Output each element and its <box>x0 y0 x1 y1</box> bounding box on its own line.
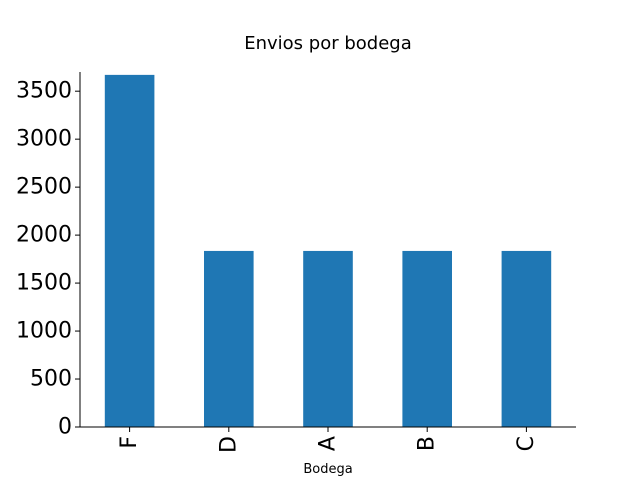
x-tick-label: C <box>514 436 539 451</box>
x-tick-label: B <box>415 436 440 451</box>
bar-C <box>501 250 552 427</box>
y-tick-label: 1000 <box>16 319 72 344</box>
y-tick-label: 2500 <box>16 175 72 200</box>
y-tick-label: 3500 <box>16 79 72 104</box>
bars-group <box>104 74 552 427</box>
bar-F <box>104 74 155 427</box>
x-tick-label: F <box>117 436 142 449</box>
bar-D <box>204 250 254 427</box>
y-tick-label: 0 <box>58 415 72 440</box>
bar-B <box>402 250 452 427</box>
x-tick-label: A <box>316 436 341 451</box>
y-tick-label: 2000 <box>16 223 72 248</box>
bar-A <box>303 250 353 427</box>
chart-title: Envios por bodega <box>244 33 412 54</box>
y-tick-label: 1500 <box>16 271 72 296</box>
x-axis-label: Bodega <box>303 462 352 477</box>
x-tick-label: D <box>216 436 241 453</box>
y-tick-label: 500 <box>30 367 72 392</box>
y-tick-label: 3000 <box>16 127 72 152</box>
y-ticks-group: 0 500 1000 1500 2000 2500 3000 3500 <box>16 79 80 440</box>
